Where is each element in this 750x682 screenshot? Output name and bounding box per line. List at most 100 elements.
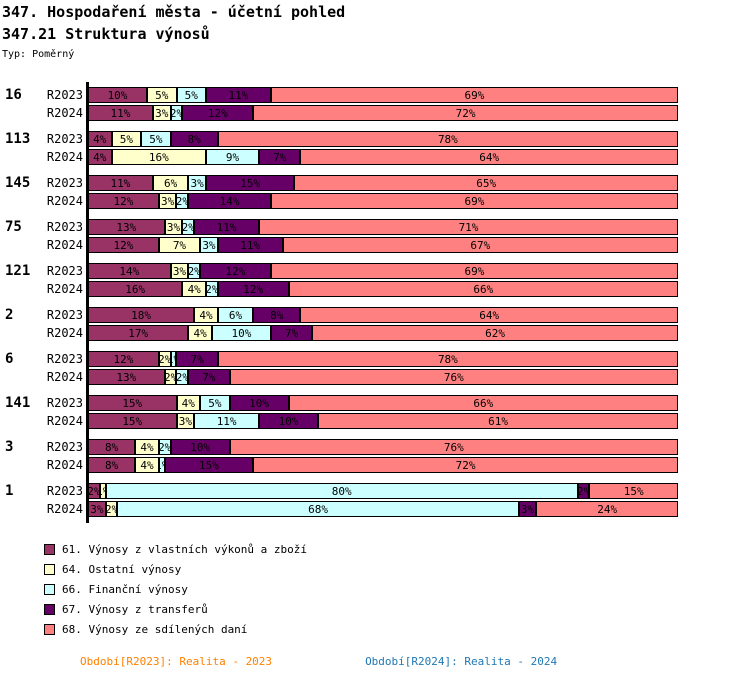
bar-segment: 72% (253, 105, 678, 121)
bar-segment: 12% (88, 193, 159, 209)
period-r2023-note: Období[R2023]: Realita - 2023 (80, 655, 273, 668)
bar-segment: 2% (164, 369, 177, 385)
page-subtitle: 347.21 Struktura výnosů (2, 25, 210, 43)
bar-segment: 3% (188, 175, 206, 191)
bar-segment: 11% (194, 219, 260, 235)
legend-swatch-icon (44, 563, 55, 575)
bar-segment: 3% (164, 219, 183, 235)
bar-segment: 8% (170, 131, 218, 147)
legend-item: 61. Výnosy z vlastních výkonů a zboží (44, 539, 750, 559)
stacked-bar: 10% 5% 5% 11% 69% (88, 87, 678, 103)
bar-segment: 1% (170, 351, 177, 367)
bar-segment: 24% (536, 501, 678, 517)
bar-row: R2024 8%4%1%15%72% (41, 457, 678, 473)
bar-segment: 2% (205, 281, 218, 297)
bar-segment: 12% (200, 263, 271, 279)
bar-segment: 15% (589, 483, 678, 499)
bar-segment: 12% (88, 351, 159, 367)
bar-segment: 65% (294, 175, 678, 191)
bar-segment: 11% (206, 87, 271, 103)
bar-segment: 2% (105, 501, 118, 517)
bar-row: R2024 17% 4% 10% 7% 62% (41, 325, 678, 341)
page-title: 347. Hospodaření města - účetní pohled (2, 3, 346, 21)
legend-item: 68. Výnosy ze sdílených daní (44, 619, 750, 639)
chart-groups: 16R202310%5%5%11%69%R202411%3%2%12%72%11… (5, 87, 750, 519)
bar-segment: 69% (270, 263, 678, 279)
bar-row: R2023 11% 6% 3% 15% 65% (41, 175, 678, 191)
bar-segment: 7% (176, 351, 218, 367)
bar-segment: 2% (158, 351, 171, 367)
bar-segment: 4% (135, 457, 159, 473)
bar-row: R2023 15% 4% 5% 10% 66% (41, 395, 678, 411)
bar-segment: 78% (217, 351, 678, 367)
bar-segment: 17% (88, 325, 189, 341)
bar-segment: 5% (147, 87, 177, 103)
bar-group: 141 R2023 15% 4% 5% 10% 66% R2024 15% 3% 11% 10% 61% (5, 395, 750, 431)
stacked-bar: 16%4%2%12%66% (88, 281, 678, 297)
bar-segment: 11% (88, 175, 153, 191)
period-label: R2024 (46, 106, 83, 120)
bar-segment: 2% (577, 483, 590, 499)
group-label: 75 (5, 219, 22, 235)
bar-segment: 12% (217, 281, 289, 297)
legend-label: 66. Finanční výnosy (62, 582, 188, 596)
bar-segment: 6% (152, 175, 189, 191)
group-label: 141 (5, 395, 31, 411)
bar-segment: 4% (88, 131, 112, 147)
period-label: R2023 (46, 88, 83, 102)
stacked-bar: 15% 4% 5% 10% 66% (88, 395, 678, 411)
period-r2024-note: Období[R2024]: Realita - 2024 (365, 655, 558, 668)
period-label: R2023 (46, 308, 83, 322)
bar-segment: 18% (88, 307, 195, 323)
bar-row: R2023 8%4%2%10%76% (41, 439, 678, 455)
bar-segment: 10% (88, 87, 147, 103)
bar-segment: 2% (88, 483, 100, 499)
period-label: R2024 (46, 194, 83, 208)
period-label: R2023 (46, 264, 83, 278)
bar-segment: 4% (88, 149, 112, 165)
group-label: 1 (5, 483, 14, 499)
stacked-bar: 13%3%2%11%71% (88, 219, 678, 235)
legend-item: 67. Výnosy z transferů (44, 599, 750, 619)
bar-segment: 2% (188, 263, 201, 279)
bar-segment: 67% (282, 237, 678, 253)
bar-row: R2024 4% 16% 9% 7% 64% (41, 149, 678, 165)
bar-segment: 72% (253, 457, 678, 473)
period-label: R2023 (46, 440, 83, 454)
bar-row: R2024 11%3%2%12%72% (41, 105, 678, 121)
stacked-bar: 2%1%80%2%15% (88, 483, 678, 499)
bar-segment: 80% (105, 483, 578, 499)
legend-label: 68. Výnosy ze sdílených daní (62, 622, 248, 636)
bar-segment: 16% (111, 149, 206, 165)
bar-segment: 4% (176, 395, 201, 411)
group-rows: R2023 4% 5% 5% 8% 78% R2024 4% 16% 9% 7% 64% (41, 131, 678, 167)
bar-segment: 2% (176, 369, 189, 385)
bar-segment: 12% (182, 105, 254, 121)
bar-row: R2024 15% 3% 11% 10% 61% (41, 413, 678, 429)
legend-label: 67. Výnosy z transferů (62, 602, 208, 616)
bar-row: R20232%1%80%2%15% (41, 483, 678, 499)
period-label: R2023 (46, 176, 83, 190)
group-label: 145 (5, 175, 31, 191)
bar-segment: 3% (518, 501, 537, 517)
bar-row: R2023 14%3%2%12%69% (41, 263, 678, 279)
stacked-bar: 14%3%2%12%69% (88, 263, 678, 279)
bar-segment: 13% (88, 219, 165, 235)
bar-segment: 12% (88, 237, 159, 253)
stacked-bar: 18% 4% 6% 8% 64% (88, 307, 678, 323)
bar-segment: 14% (88, 263, 171, 279)
stacked-bar: 8%4%1%15%72% (88, 457, 678, 473)
bar-row: R2023 12%2%1%7%78% (41, 351, 678, 367)
bar-segment: 7% (259, 149, 301, 165)
period-label: R2024 (46, 238, 83, 252)
stacked-bar: 11%3%2%12%72% (88, 105, 678, 121)
